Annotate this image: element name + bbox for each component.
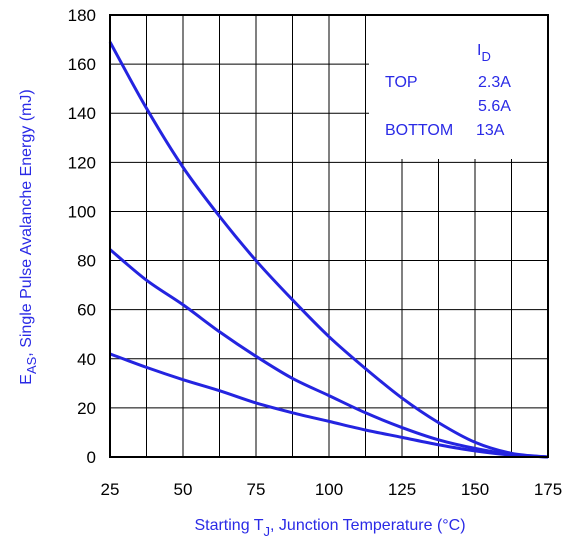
series-line-2 xyxy=(109,248,549,459)
y-tick-label: 0 xyxy=(87,448,96,467)
y-axis-label: EAS, Single Pulse Avalanche Energy (mJ) xyxy=(18,89,39,384)
x-tick-label: 75 xyxy=(247,480,266,499)
x-tick-label: 125 xyxy=(388,480,416,499)
legend-row-1-label: TOP xyxy=(385,74,418,91)
x-tick-label: 150 xyxy=(461,480,489,499)
legend-box xyxy=(369,16,547,159)
y-tick-labels: 0 20 40 60 80 100 120 140 160 180 xyxy=(68,6,96,467)
x-tick-label: 100 xyxy=(315,480,343,499)
y-tick-label: 180 xyxy=(68,6,96,25)
y-axis-label-main: E xyxy=(18,374,35,385)
x-tick-label: 25 xyxy=(101,480,120,499)
y-tick-label: 40 xyxy=(77,350,96,369)
y-tick-label: 140 xyxy=(68,104,96,123)
y-tick-label: 80 xyxy=(77,252,96,271)
legend-header-sub: D xyxy=(481,49,490,64)
y-tick-label: 160 xyxy=(68,55,96,74)
series-line-3 xyxy=(109,352,549,459)
x-tick-label: 50 xyxy=(174,480,193,499)
x-axis-label: Starting TJ, Junction Temperature (°C) xyxy=(194,517,465,538)
y-tick-label: 120 xyxy=(68,153,96,172)
y-tick-label: 60 xyxy=(77,301,96,320)
x-axis-label-sub: J xyxy=(264,524,271,538)
y-tick-label: 100 xyxy=(68,202,96,221)
series-line-1 xyxy=(108,41,549,459)
legend-row-2-value: 5.6A xyxy=(478,98,511,115)
legend-background xyxy=(369,16,547,159)
legend: ID TOP 2.3A 5.6A BOTTOM 13A xyxy=(385,42,511,139)
series-lines xyxy=(108,41,549,459)
y-tick-label: 20 xyxy=(77,399,96,418)
x-tick-labels: 25 50 75 100 125 150 175 xyxy=(101,480,563,499)
legend-header: ID xyxy=(477,42,491,64)
x-tick-label: 175 xyxy=(534,480,562,499)
legend-header-main: I xyxy=(477,42,481,59)
x-axis-label-suffix: , Junction Temperature (°C) xyxy=(270,517,466,534)
legend-row-3-label: BOTTOM xyxy=(385,122,453,139)
y-axis-label-suffix: , Single Pulse Avalanche Energy (mJ) xyxy=(18,89,35,356)
legend-row-3-value: 13A xyxy=(476,122,505,139)
y-axis-label-sub: AS xyxy=(24,356,39,374)
plot-frame xyxy=(109,14,549,458)
legend-row-1-value: 2.3A xyxy=(478,74,511,91)
x-axis-label-prefix: Starting T xyxy=(194,517,263,534)
